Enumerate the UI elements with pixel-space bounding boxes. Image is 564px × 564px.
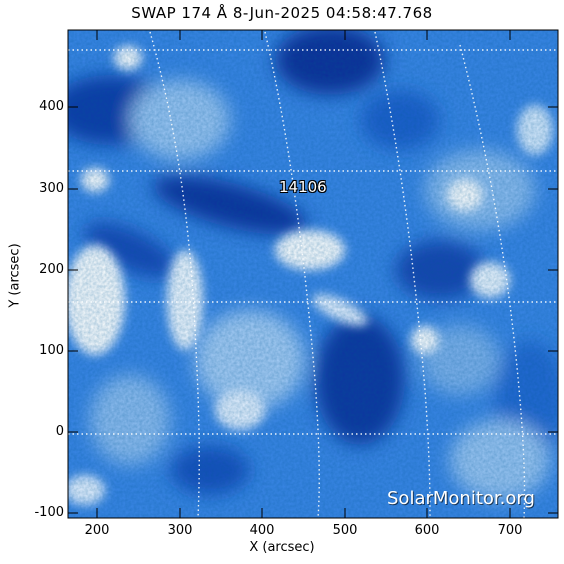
y-tick-label: 400 [39,99,64,114]
x-axis-label: X (arcsec) [249,540,315,555]
x-tick-label: 500 [332,523,358,538]
solar-image [68,30,558,518]
y-tick-label: -100 [34,505,64,520]
y-tick-label: 100 [39,343,64,358]
image-title: SWAP 174 Å 8-Jun-2025 04:58:47.768 [131,4,433,22]
y-tick-label: 300 [39,181,64,196]
y-tick-label: 0 [55,424,64,439]
plot-border [67,29,559,519]
active-region-label: 14106 [279,178,327,196]
x-tick-label: 600 [414,523,440,538]
x-tick-label: 400 [249,523,275,538]
x-tick-label: 200 [84,523,110,538]
x-tick-label: 700 [497,523,523,538]
watermark-text: SolarMonitor.org [387,488,535,509]
x-tick-label: 300 [167,523,193,538]
y-tick-label: 200 [39,262,64,277]
y-axis-label: Y (arcsec) [7,243,23,308]
